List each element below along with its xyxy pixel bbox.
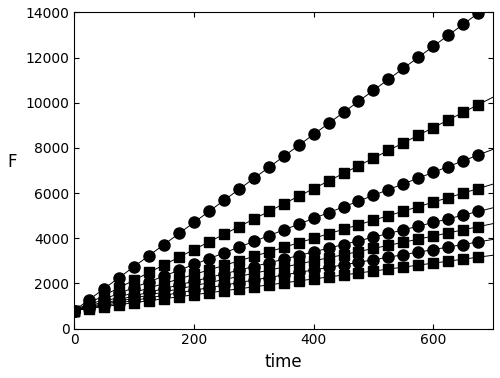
Y-axis label: F: F — [7, 153, 16, 170]
X-axis label: time: time — [265, 353, 302, 371]
